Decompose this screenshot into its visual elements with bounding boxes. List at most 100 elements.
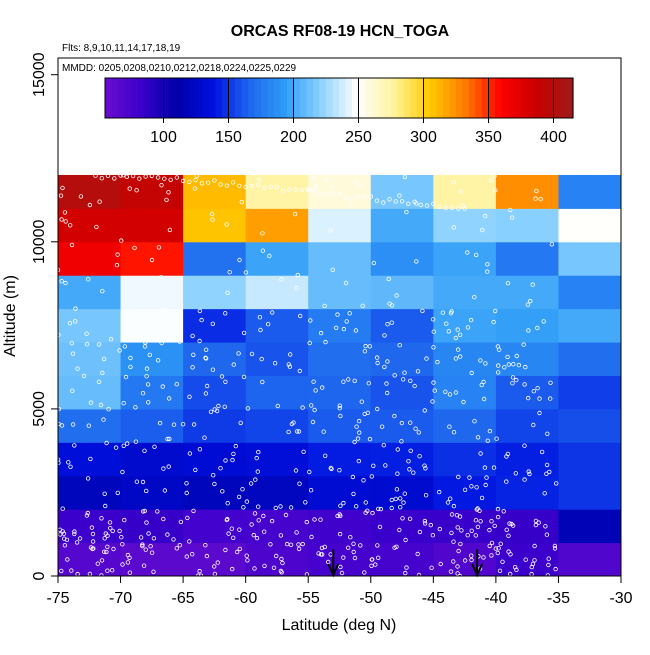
sample-point — [215, 560, 220, 565]
colorbar-segment — [358, 78, 366, 118]
sample-point — [385, 322, 390, 327]
heatmap-cell — [495, 241, 559, 276]
sample-point — [407, 516, 413, 521]
sample-point — [59, 217, 64, 222]
sample-point — [261, 513, 266, 519]
sample-point — [475, 524, 481, 530]
sample-point — [532, 558, 537, 563]
sample-point — [187, 451, 193, 456]
sample-point — [128, 355, 133, 361]
colorbar-tick-label: 300 — [410, 129, 437, 146]
sample-point — [360, 303, 365, 308]
colorbar-segment — [469, 78, 477, 118]
sample-point — [369, 563, 374, 568]
sample-point — [453, 356, 459, 361]
sample-point — [65, 557, 70, 562]
sample-point — [309, 534, 314, 540]
sample-point — [417, 529, 423, 535]
heatmap-cell — [433, 208, 497, 243]
sample-point — [210, 321, 215, 326]
sample-point — [326, 559, 331, 565]
sample-point — [312, 407, 317, 413]
sample-point — [177, 543, 182, 548]
sample-point — [180, 178, 186, 184]
sample-point — [502, 365, 507, 370]
sample-point — [256, 182, 261, 187]
sample-point — [402, 491, 407, 496]
sample-point — [151, 569, 156, 574]
sample-point — [335, 312, 340, 317]
sample-point — [279, 556, 284, 562]
sample-point — [337, 468, 342, 473]
sample-point — [311, 175, 317, 181]
sample-point — [278, 533, 284, 538]
sample-point — [293, 468, 299, 473]
sample-point — [155, 358, 161, 363]
sample-point — [59, 568, 64, 574]
sample-point — [103, 531, 108, 536]
sample-point — [497, 568, 503, 573]
sample-point — [339, 570, 345, 576]
sample-point — [469, 370, 474, 376]
sample-point — [318, 330, 324, 336]
sample-point — [288, 352, 293, 357]
sample-point — [474, 485, 479, 490]
sample-point — [145, 382, 151, 387]
heatmap-cell — [433, 275, 497, 310]
sample-point — [95, 561, 100, 566]
colorbar-segment — [150, 78, 158, 118]
sample-point — [416, 572, 422, 578]
x-tick-label: -70 — [109, 590, 132, 607]
sample-point — [389, 320, 394, 325]
sample-point — [357, 430, 362, 435]
sample-point — [535, 386, 540, 391]
sample-point — [397, 343, 402, 348]
sample-point — [483, 213, 488, 219]
sample-point — [406, 201, 411, 206]
sample-point — [149, 173, 154, 179]
sample-point — [241, 330, 247, 336]
colorbar-segment — [547, 78, 555, 118]
sample-point — [531, 389, 536, 394]
sample-point — [162, 488, 168, 493]
dates-note: MMDD: 0205,0208,0210,0212,0218,0224,0225… — [62, 63, 297, 74]
sample-point — [84, 342, 90, 347]
sample-point — [537, 396, 542, 401]
sample-point — [252, 566, 257, 571]
sample-point — [534, 188, 539, 194]
sample-point — [393, 199, 398, 204]
sample-point — [159, 340, 164, 346]
sample-point — [352, 555, 358, 561]
sample-point — [158, 275, 164, 280]
sample-point — [89, 525, 95, 530]
sample-point — [495, 514, 501, 520]
sample-point — [167, 227, 173, 233]
sample-point — [125, 560, 131, 565]
sample-point — [137, 176, 142, 181]
heatmap-cell — [370, 208, 434, 243]
sample-point — [431, 201, 436, 206]
sample-point — [257, 315, 263, 320]
sample-point — [236, 494, 242, 500]
heatmap-cell — [308, 308, 372, 343]
sample-point — [133, 405, 138, 410]
sample-point — [356, 418, 362, 424]
sample-point — [544, 462, 550, 468]
heatmap-cell — [558, 308, 622, 343]
sample-point — [399, 439, 404, 444]
sample-point — [286, 362, 291, 367]
sample-point — [546, 562, 551, 568]
sample-point — [371, 463, 376, 468]
sample-point — [455, 525, 460, 530]
sample-point — [408, 420, 413, 425]
sample-point — [166, 396, 172, 401]
sample-point — [375, 543, 380, 548]
sample-point — [296, 542, 301, 547]
sample-point — [225, 516, 230, 522]
colorbar-segment — [274, 78, 282, 118]
colorbar-segment — [105, 78, 113, 118]
colorbar-segment — [176, 78, 184, 118]
heatmap-cell — [433, 408, 497, 443]
heatmap-cell — [495, 342, 559, 376]
